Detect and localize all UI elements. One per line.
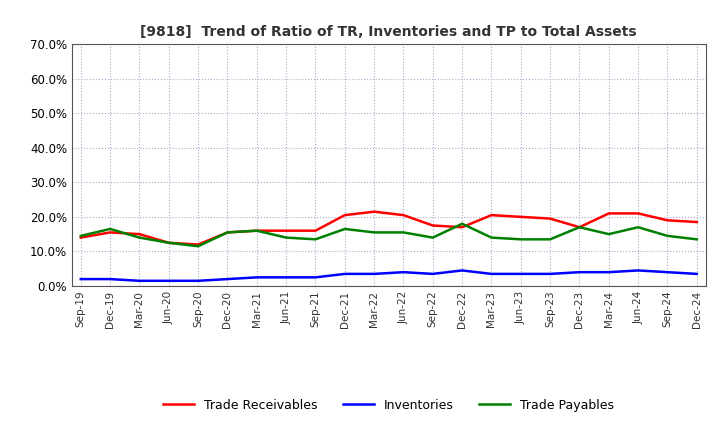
Inventories xyxy=(663,270,672,275)
Inventories xyxy=(399,270,408,275)
Trade Receivables xyxy=(311,228,320,233)
Inventories xyxy=(282,275,290,280)
Trade Payables xyxy=(663,233,672,238)
Trade Receivables xyxy=(164,240,173,246)
Trade Receivables xyxy=(487,213,496,218)
Trade Receivables xyxy=(663,218,672,223)
Trade Payables xyxy=(428,235,437,240)
Trade Receivables xyxy=(693,220,701,225)
Inventories xyxy=(311,275,320,280)
Inventories xyxy=(605,270,613,275)
Trade Receivables xyxy=(106,230,114,235)
Trade Payables xyxy=(311,237,320,242)
Inventories xyxy=(164,278,173,283)
Inventories xyxy=(194,278,202,283)
Title: [9818]  Trend of Ratio of TR, Inventories and TP to Total Assets: [9818] Trend of Ratio of TR, Inventories… xyxy=(140,25,637,39)
Trade Payables xyxy=(575,224,584,230)
Line: Trade Receivables: Trade Receivables xyxy=(81,212,697,245)
Trade Payables xyxy=(487,235,496,240)
Trade Receivables xyxy=(370,209,379,214)
Line: Trade Payables: Trade Payables xyxy=(81,224,697,246)
Trade Receivables xyxy=(605,211,613,216)
Trade Payables xyxy=(282,235,290,240)
Inventories xyxy=(253,275,261,280)
Trade Receivables xyxy=(575,224,584,230)
Trade Payables xyxy=(516,237,525,242)
Trade Payables xyxy=(546,237,554,242)
Inventories xyxy=(135,278,144,283)
Trade Receivables xyxy=(428,223,437,228)
Trade Payables xyxy=(693,237,701,242)
Trade Payables xyxy=(106,226,114,231)
Trade Payables xyxy=(605,231,613,237)
Inventories xyxy=(693,271,701,277)
Trade Payables xyxy=(399,230,408,235)
Inventories xyxy=(341,271,349,277)
Trade Receivables xyxy=(135,231,144,237)
Trade Receivables xyxy=(399,213,408,218)
Inventories xyxy=(546,271,554,277)
Trade Receivables xyxy=(253,228,261,233)
Inventories xyxy=(516,271,525,277)
Trade Payables xyxy=(76,233,85,238)
Trade Payables xyxy=(458,221,467,227)
Trade Payables xyxy=(135,235,144,240)
Trade Payables xyxy=(253,228,261,233)
Inventories xyxy=(223,276,232,282)
Inventories xyxy=(370,271,379,277)
Trade Receivables xyxy=(194,242,202,247)
Trade Receivables xyxy=(634,211,642,216)
Line: Inventories: Inventories xyxy=(81,271,697,281)
Trade Receivables xyxy=(458,224,467,230)
Inventories xyxy=(634,268,642,273)
Trade Payables xyxy=(634,224,642,230)
Inventories xyxy=(76,276,85,282)
Trade Payables xyxy=(223,230,232,235)
Trade Receivables xyxy=(223,230,232,235)
Trade Payables xyxy=(341,226,349,231)
Inventories xyxy=(106,276,114,282)
Trade Receivables xyxy=(516,214,525,220)
Trade Payables xyxy=(164,240,173,246)
Trade Receivables xyxy=(341,213,349,218)
Inventories xyxy=(428,271,437,277)
Trade Payables xyxy=(370,230,379,235)
Inventories xyxy=(487,271,496,277)
Legend: Trade Receivables, Inventories, Trade Payables: Trade Receivables, Inventories, Trade Pa… xyxy=(158,394,619,417)
Trade Receivables xyxy=(282,228,290,233)
Inventories xyxy=(575,270,584,275)
Trade Payables xyxy=(194,244,202,249)
Trade Receivables xyxy=(546,216,554,221)
Trade Receivables xyxy=(76,235,85,240)
Inventories xyxy=(458,268,467,273)
